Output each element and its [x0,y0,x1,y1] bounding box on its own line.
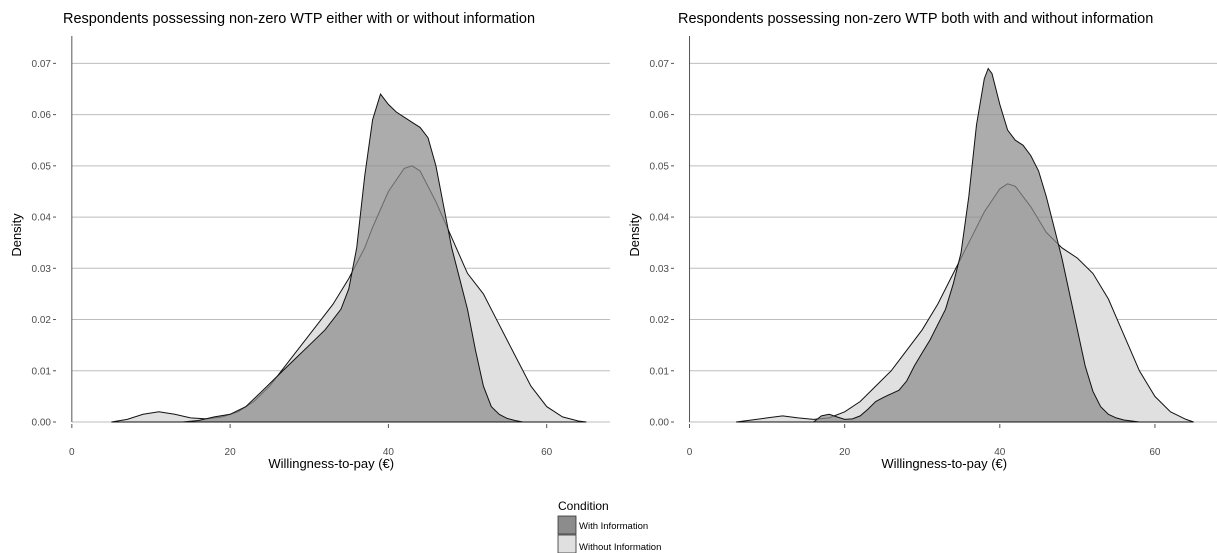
x-tick-label: 60 [1149,447,1161,458]
legend-swatch-with-information [557,515,577,535]
y-tick-label: 0.00 [32,418,52,429]
y-tick-label: 0.01 [32,366,52,377]
legend-label-with-information: With Information [579,521,648,532]
y-tick-label: 0.04 [650,213,670,224]
chart-title: Respondents possessing non-zero WTP eith… [63,11,535,27]
y-tick-label: 0.00 [650,418,670,429]
legend: Condition With Information Without Infor… [557,499,661,553]
y-tick-label: 0.03 [650,264,670,275]
right-density-panel: Respondents possessing non-zero WTP both… [627,11,1217,471]
x-tick-label: 20 [839,447,851,458]
density-area-with-information [812,67,1140,423]
x-tick-label: 0 [69,447,75,458]
y-tick-label: 0.03 [32,264,52,275]
x-tick-label: 20 [225,447,237,458]
x-tick-label: 60 [541,447,553,458]
left-density-panel: Respondents possessing non-zero WTP eith… [9,11,610,471]
density-area-with-information [182,93,523,423]
y-tick-label: 0.02 [650,315,670,326]
y-tick-label: 0.02 [32,315,52,326]
y-tick-label: 0.04 [32,213,52,224]
y-axis-title: Density [627,213,642,257]
y-tick-label: 0.06 [650,110,670,121]
legend-label-without-information: Without Information [579,542,661,553]
legend-title: Condition [558,499,609,513]
x-tick-label: 40 [994,447,1006,458]
x-axis-title: Willingness-to-pay (€) [881,456,1007,471]
x-tick-label: 0 [687,447,693,458]
x-axis-title: Willingness-to-pay (€) [268,456,394,471]
y-tick-label: 0.05 [650,161,670,172]
legend-swatch-without-information [557,534,577,553]
y-tick-label: 0.05 [32,161,52,172]
y-tick-label: 0.07 [32,59,52,70]
chart-title: Respondents possessing non-zero WTP both… [678,11,1153,27]
y-tick-label: 0.07 [650,59,670,70]
y-tick-label: 0.01 [650,366,670,377]
y-tick-label: 0.06 [32,110,52,121]
x-tick-label: 40 [383,447,395,458]
y-axis-title: Density [9,213,24,257]
